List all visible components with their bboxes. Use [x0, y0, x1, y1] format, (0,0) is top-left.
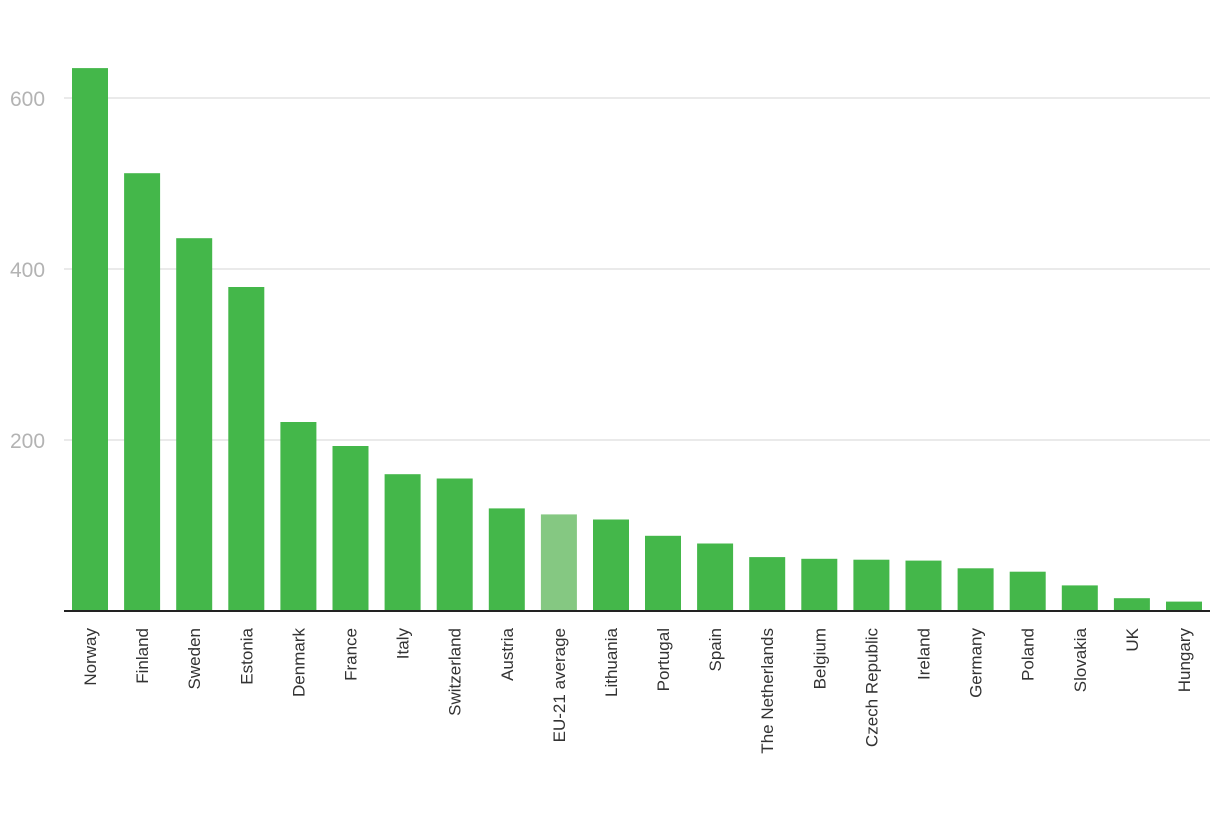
x-tick-label: Austria [498, 627, 517, 680]
x-tick-label: Poland [1019, 628, 1038, 681]
y-tick-label: 200 [10, 430, 45, 453]
bar-portugal [645, 535, 681, 611]
bar-spain [697, 543, 734, 611]
x-tick-label: Denmark [289, 628, 308, 697]
x-tick-label: Spain [706, 628, 725, 671]
y-tick-label: 600 [10, 88, 45, 111]
bar-france [332, 446, 369, 611]
x-tick-label: Belgium [810, 628, 829, 689]
bar-slovakia [1061, 585, 1098, 611]
x-tick-label: Hungary [1175, 628, 1194, 693]
bars [72, 68, 1202, 612]
x-tick-label: UK [1123, 627, 1142, 651]
x-tick-label: Germany [967, 628, 986, 698]
bar-sweden [176, 238, 213, 611]
bar-the-netherlands [749, 557, 786, 611]
x-tick-label: France [342, 628, 361, 681]
x-tick-label: Norway [81, 628, 100, 686]
x-tick-label: Finland [133, 628, 152, 684]
x-tick-label: The Netherlands [758, 628, 777, 754]
y-tick-label: 400 [10, 259, 45, 282]
x-tick-label: Czech Republic [862, 628, 881, 748]
x-tick-label: Ireland [915, 628, 934, 680]
x-tick-label: Portugal [654, 628, 673, 691]
bar-belgium [801, 558, 838, 611]
x-tick-label: Estonia [237, 627, 256, 684]
bar-denmark [280, 422, 317, 611]
bar-eu-21-average [540, 514, 577, 611]
x-tick-label: Switzerland [446, 628, 465, 716]
x-tick-label: Slovakia [1071, 627, 1090, 692]
bar-austria [488, 508, 525, 611]
bar-norway [72, 68, 108, 612]
x-tick-label: Sweden [185, 628, 204, 689]
bar-czech-republic [853, 559, 890, 611]
bar-ireland [905, 560, 942, 611]
x-tick-label: EU-21 average [550, 628, 569, 742]
bar-poland [1009, 571, 1046, 611]
bar-estonia [228, 287, 265, 611]
bar-germany [957, 568, 994, 612]
x-tick-label: Lithuania [602, 627, 621, 697]
y-axis-ticks: 200 400 600 [10, 88, 45, 453]
bar-switzerland [436, 478, 473, 611]
bar-uk [1113, 598, 1150, 611]
bar-finland [124, 173, 161, 611]
bar-lithuania [593, 519, 629, 611]
x-axis-labels: Norway Finland Sweden Estonia Denmark France I… [81, 627, 1194, 753]
bar-italy [384, 474, 421, 611]
bar-hungary [1166, 601, 1202, 611]
x-tick-label: Italy [394, 628, 413, 660]
